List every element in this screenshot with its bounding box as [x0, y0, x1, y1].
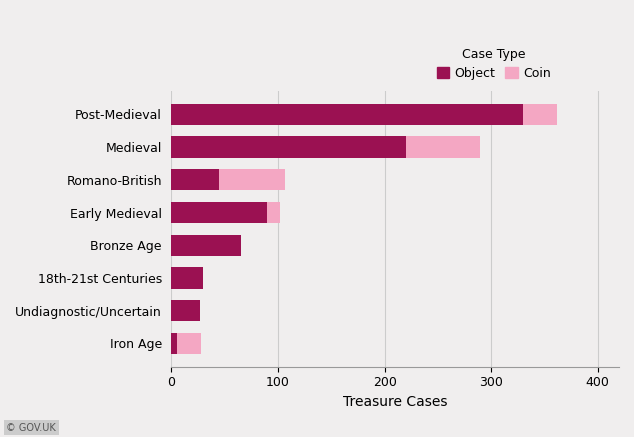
Bar	[523, 104, 557, 125]
Bar	[171, 104, 523, 125]
Bar	[219, 169, 285, 191]
Bar	[171, 333, 177, 354]
Bar	[171, 136, 406, 158]
Bar	[171, 202, 268, 223]
Bar	[171, 169, 219, 191]
Bar	[177, 333, 202, 354]
X-axis label: Treasure Cases: Treasure Cases	[343, 395, 448, 409]
Legend: Object, Coin: Object, Coin	[437, 48, 550, 80]
Bar	[406, 136, 481, 158]
Bar	[171, 300, 200, 321]
Bar	[171, 235, 241, 256]
Text: © GOV.UK: © GOV.UK	[6, 423, 56, 433]
Bar	[268, 202, 280, 223]
Bar	[171, 267, 204, 288]
